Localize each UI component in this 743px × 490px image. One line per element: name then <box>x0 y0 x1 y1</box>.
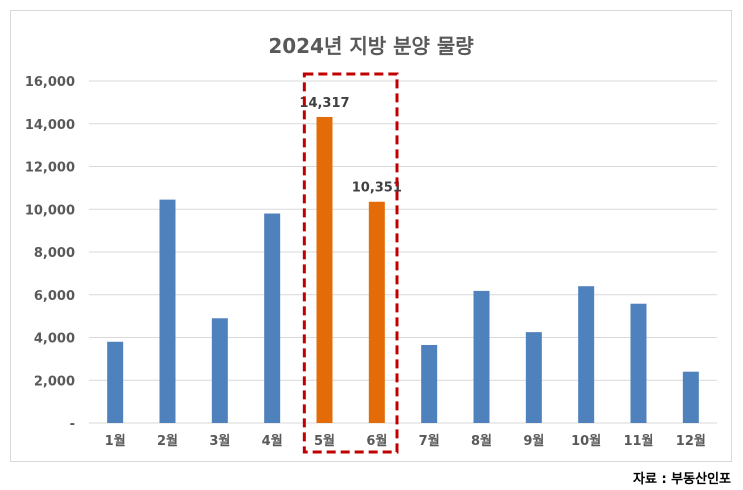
bar-5 <box>316 116 333 424</box>
bar-7 <box>421 344 438 423</box>
y-tick-label: 12,000 <box>25 161 75 176</box>
x-tick-label: 4월 <box>262 433 283 449</box>
x-tick-label: 11월 <box>623 433 653 449</box>
source-note: 자료 : 부동산인포 <box>633 472 731 487</box>
bar-12 <box>682 371 699 423</box>
y-tick-label: 8,000 <box>34 246 75 261</box>
y-tick-label: 10,000 <box>25 203 75 218</box>
x-tick-label: 8월 <box>471 433 492 449</box>
bar-4 <box>264 213 281 423</box>
gridlines <box>89 80 717 424</box>
y-tick-label: 2,000 <box>34 374 75 389</box>
bar-11 <box>630 303 647 423</box>
bar-3 <box>211 318 228 423</box>
bar-6 <box>368 201 385 423</box>
y-tick-label: 4,000 <box>34 332 75 347</box>
bar-2 <box>159 199 176 423</box>
y-tick-label: 14,000 <box>25 118 75 133</box>
data-label: 10,351 <box>352 181 402 196</box>
data-labels: 14,317 10,351 <box>299 96 402 196</box>
y-axis: - 2,000 4,000 6,000 8,000 10,000 12,000 14,000 1… <box>25 75 75 432</box>
y-tick-label: - <box>70 417 75 432</box>
x-tick-label: 2월 <box>157 433 178 449</box>
x-tick-label: 3월 <box>209 433 230 449</box>
bar-10 <box>578 286 595 423</box>
x-tick-label: 7월 <box>419 433 440 449</box>
bar-9 <box>525 332 542 423</box>
x-tick-label: 6월 <box>366 433 387 449</box>
data-label: 14,317 <box>299 96 349 111</box>
x-axis: 1월 2월 3월 4월 5월 6월 7월 8월 9월 10월 11월 12월 <box>105 433 706 449</box>
x-tick-label: 9월 <box>523 433 544 449</box>
chart-frame: 2024년 지방 분양 물량 - 2,000 4,000 6,000 8,000 10,0… <box>10 10 732 462</box>
bar-chart: 2024년 지방 분양 물량 - 2,000 4,000 6,000 8,000 10,0… <box>25 34 717 454</box>
chart-title: 2024년 지방 분양 물량 <box>268 34 474 58</box>
bar-8 <box>473 290 490 423</box>
bar-1 <box>107 341 124 423</box>
highlight-box <box>302 72 399 454</box>
x-tick-label: 5월 <box>314 433 335 449</box>
y-tick-label: 16,000 <box>25 75 75 90</box>
bars <box>107 116 699 424</box>
x-tick-label: 1월 <box>105 433 126 449</box>
x-tick-label: 10월 <box>571 433 601 449</box>
y-tick-label: 6,000 <box>34 289 75 304</box>
x-tick-label: 12월 <box>676 433 706 449</box>
